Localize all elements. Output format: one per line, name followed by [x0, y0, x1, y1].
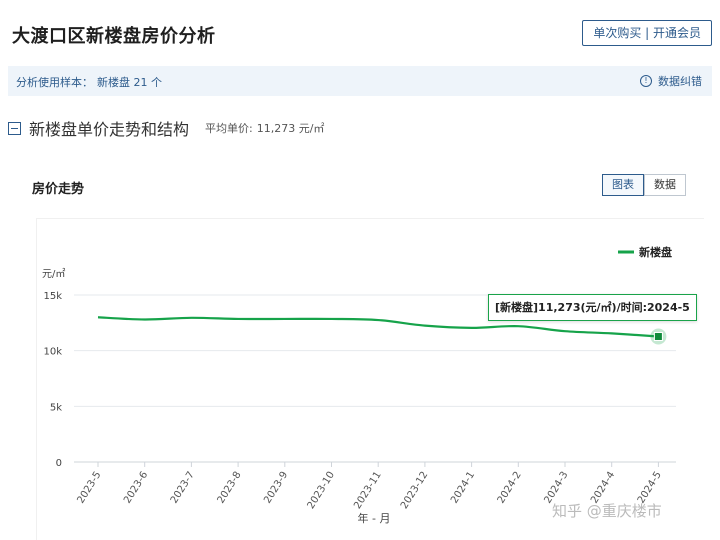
- x-tick-label: 2023-8: [216, 470, 244, 506]
- header: 大渡口区新楼盘房价分析 单次购买 | 开通会员: [0, 0, 720, 64]
- collapse-icon[interactable]: [8, 121, 21, 135]
- data-tooltip: [新楼盘]11,273(元/㎡)/时间:2024-5: [488, 294, 697, 321]
- sample-count: 新楼盘 21 个: [97, 76, 162, 89]
- x-tick-label: 2023-12: [399, 470, 430, 511]
- y-tick-label: 10k: [43, 347, 62, 358]
- x-tick-label: 2023-7: [169, 470, 197, 506]
- x-tick-label: 2023-9: [262, 470, 290, 506]
- plot-panel: [36, 218, 704, 540]
- x-tick-label: 2023-11: [352, 470, 383, 511]
- x-tick-label: 2023-6: [122, 470, 150, 506]
- watermark: 知乎 @重庆楼市: [552, 502, 662, 520]
- x-tick-label: 2024-1: [449, 470, 477, 506]
- y-tick-label: 0: [56, 458, 62, 469]
- sample-label-text: 分析使用样本：: [16, 76, 93, 89]
- section-title: 新楼盘单价走势和结构: [29, 120, 190, 139]
- sample-info-bar: 分析使用样本： 新楼盘 21 个 ! 数据纠错: [8, 66, 712, 96]
- view-toggle: 图表 数据: [602, 174, 686, 196]
- legend: 新楼盘: [618, 245, 672, 259]
- data-correction-label: 数据纠错: [658, 75, 702, 88]
- average-price: 平均单价: 11,273 元/㎡: [205, 120, 324, 136]
- x-tick-label: 2024-2: [496, 470, 524, 506]
- price-trend-card: 房价走势 图表 数据: [20, 160, 706, 540]
- y-tick-label: 5k: [50, 402, 62, 413]
- info-icon: !: [640, 75, 652, 87]
- section-header: 新楼盘单价走势和结构 平均单价: 11,273 元/㎡: [8, 116, 324, 140]
- y-axis-label: 元/㎡: [42, 268, 65, 280]
- page-title: 大渡口区新楼盘房价分析: [12, 26, 216, 47]
- series-lines: [97, 316, 667, 345]
- buy-membership-button[interactable]: 单次购买 | 开通会员: [582, 20, 712, 46]
- x-tick-label: 2023-5: [75, 470, 103, 506]
- tab-data[interactable]: 数据: [644, 174, 686, 196]
- tab-chart[interactable]: 图表: [602, 174, 644, 196]
- data-correction-link[interactable]: ! 数据纠错: [640, 73, 702, 89]
- x-axis-label: 年 - 月: [358, 511, 391, 525]
- y-tick-label: 15k: [43, 291, 62, 302]
- chart-title: 房价走势: [32, 182, 85, 197]
- x-tick-label: 2023-10: [306, 470, 337, 511]
- average-price-label: 平均单价:: [205, 122, 253, 135]
- highlight-point: [653, 331, 663, 341]
- average-price-value: 11,273 元/㎡: [256, 122, 325, 135]
- sample-label: 分析使用样本： 新楼盘 21 个: [16, 74, 162, 90]
- series-line: [97, 316, 659, 338]
- legend-label: 新楼盘: [639, 245, 672, 259]
